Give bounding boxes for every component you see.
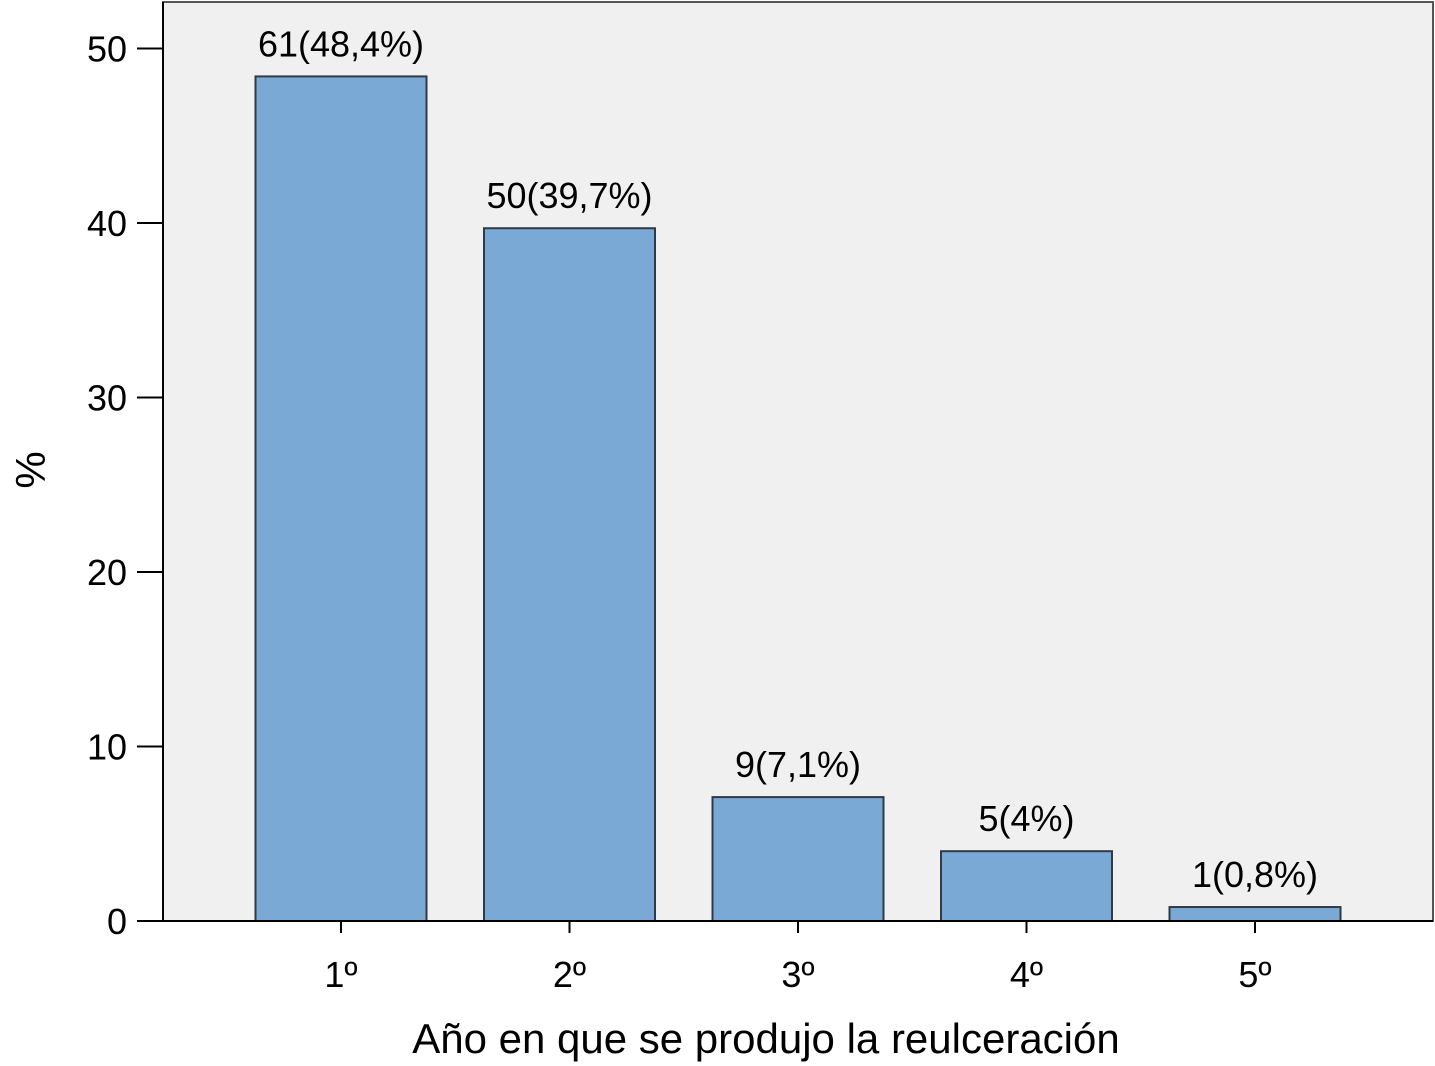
x-tick-label-4: 4º <box>1010 954 1043 995</box>
bar-4 <box>940 850 1113 923</box>
x-ticks-group: 1º 2º 3º 4º 5º <box>324 921 1272 995</box>
y-tick-label-20: 20 <box>87 552 127 593</box>
bar-3 <box>711 796 885 922</box>
y-tick-label-50: 50 <box>87 29 127 70</box>
y-ticks-group: 0 10 20 30 40 50 <box>87 29 163 942</box>
y-axis-title: % <box>7 451 54 488</box>
bar-5 <box>1168 906 1342 922</box>
x-tick-label-3: 3º <box>781 954 814 995</box>
bars-group <box>254 75 1342 923</box>
data-label-5: 1(0,8%) <box>1192 854 1318 895</box>
y-tick-label-0: 0 <box>107 901 127 942</box>
data-label-4: 5(4%) <box>978 798 1074 839</box>
data-label-3: 9(7,1%) <box>735 744 861 785</box>
bar-1 <box>254 75 428 923</box>
y-tick-label-40: 40 <box>87 203 127 244</box>
x-tick-label-2: 2º <box>553 954 586 995</box>
y-tick-label-30: 30 <box>87 378 127 419</box>
x-tick-label-1: 1º <box>324 954 357 995</box>
data-label-2: 50(39,7%) <box>486 175 652 216</box>
data-labels-group: 61(48,4%) 50(39,7%) 9(7,1%) 5(4%) 1(0,8%) <box>258 23 1318 895</box>
data-label-1: 61(48,4%) <box>258 23 424 64</box>
y-tick-label-10: 10 <box>87 727 127 768</box>
x-axis-title: Año en que se produjo la reulceración <box>412 1015 1119 1062</box>
bar-2 <box>483 227 656 923</box>
x-tick-label-5: 5º <box>1238 954 1271 995</box>
